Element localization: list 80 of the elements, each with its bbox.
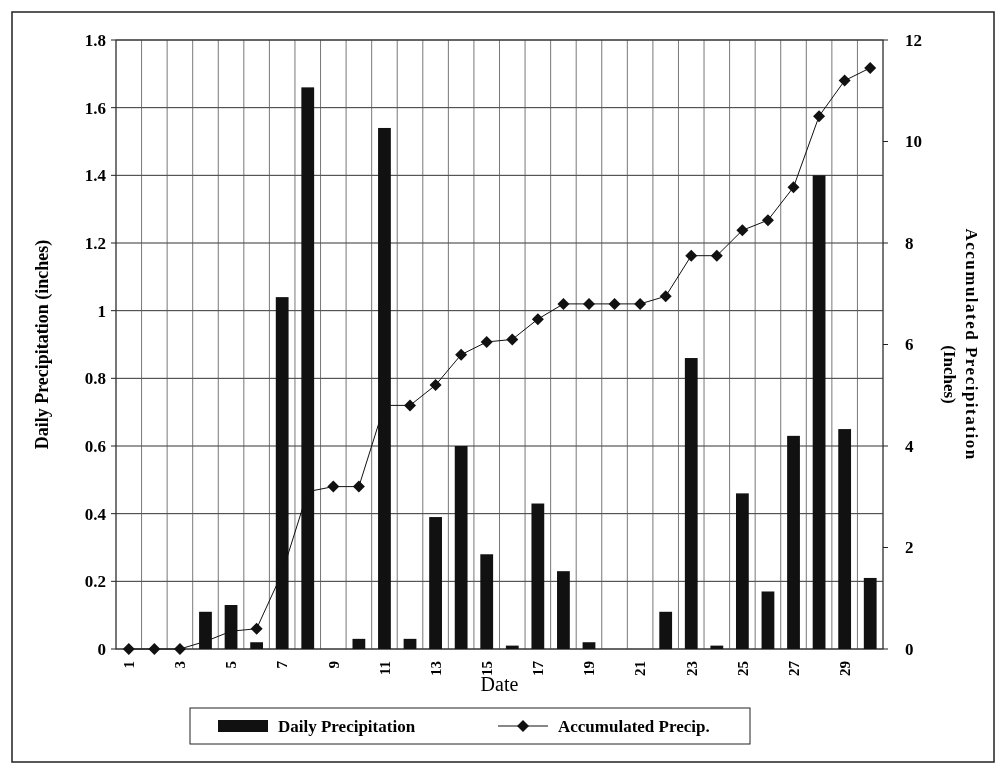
point — [352, 480, 365, 493]
bar — [557, 571, 570, 649]
y-tick-label: 0.4 — [84, 504, 107, 524]
x-tick-label: 29 — [836, 661, 853, 676]
point — [506, 333, 519, 346]
bar — [863, 577, 877, 649]
y-tick-label: 1 — [97, 301, 106, 321]
point — [429, 379, 442, 392]
x-tick-label: 27 — [785, 660, 802, 676]
legend-label: Accumulated Precip. — [558, 716, 710, 736]
bar — [582, 642, 596, 649]
point — [761, 214, 774, 227]
point — [582, 297, 595, 310]
y2-tick-label: 10 — [905, 132, 922, 152]
point — [659, 290, 672, 303]
point — [787, 181, 800, 194]
point — [250, 622, 263, 635]
y2-tick-label: 8 — [905, 233, 914, 253]
point — [480, 335, 493, 348]
point — [813, 110, 826, 123]
bar — [480, 554, 494, 649]
x-tick-label: 7 — [274, 660, 291, 669]
point — [173, 643, 186, 655]
point — [736, 224, 749, 237]
y2-axis-title: Accumulated Precipitation (Inches) — [940, 228, 981, 461]
x-tick-label: 23 — [683, 661, 700, 676]
bar — [838, 429, 852, 649]
point — [327, 480, 340, 493]
bar — [531, 503, 545, 649]
y2-tick-label: 4 — [905, 436, 914, 456]
point — [685, 249, 698, 262]
y2-tick-label: 2 — [905, 538, 914, 558]
y2-tick-label: 6 — [905, 335, 914, 355]
point — [608, 297, 621, 310]
point — [148, 643, 161, 655]
y-axis-title: Daily Precipitation (inches) — [32, 239, 53, 450]
x-tick-label: 15 — [478, 661, 495, 676]
y-tick-label: 1.6 — [84, 98, 106, 118]
point — [634, 297, 647, 310]
x-tick-label: 13 — [427, 661, 444, 676]
bar — [454, 446, 468, 649]
point — [404, 399, 417, 412]
bar — [403, 638, 417, 649]
bar — [250, 642, 264, 649]
x-tick-label: 25 — [734, 661, 751, 676]
point — [557, 297, 570, 310]
x-tick-label: 21 — [632, 661, 649, 676]
bar — [659, 611, 673, 649]
point — [122, 643, 135, 655]
x-tick-label: 1 — [121, 661, 138, 669]
x-tick-label: 17 — [530, 660, 547, 676]
bar — [710, 645, 724, 649]
bar — [787, 435, 800, 649]
bar — [684, 358, 698, 649]
y-tick-label: 1.2 — [84, 233, 106, 253]
x-tick-label: 19 — [581, 661, 598, 676]
bar — [429, 517, 442, 649]
y2-tick-label: 0 — [905, 639, 914, 659]
legend-label: Daily Precipitation — [278, 716, 416, 736]
bar — [735, 493, 749, 649]
x-tick-label: 3 — [172, 661, 189, 669]
y-tick-label: 1.4 — [84, 166, 107, 186]
x-tick-label: 5 — [223, 661, 240, 669]
point — [531, 313, 544, 326]
point — [455, 348, 468, 361]
bar — [761, 591, 775, 649]
y-tick-label: 1.8 — [84, 30, 106, 50]
point — [710, 249, 723, 262]
x-tick-label: 9 — [325, 661, 342, 669]
y-tick-label: 0.6 — [84, 436, 106, 456]
point — [864, 61, 877, 74]
y-tick-label: 0 — [97, 639, 106, 659]
y2-tick-label: 12 — [905, 30, 922, 50]
bar — [505, 645, 519, 649]
y-tick-label: 0.2 — [84, 572, 106, 592]
bar — [812, 175, 826, 649]
point — [838, 74, 851, 87]
y-tick-label: 0.8 — [84, 369, 106, 389]
bar — [352, 638, 366, 649]
x-tick-label: 11 — [376, 661, 393, 676]
